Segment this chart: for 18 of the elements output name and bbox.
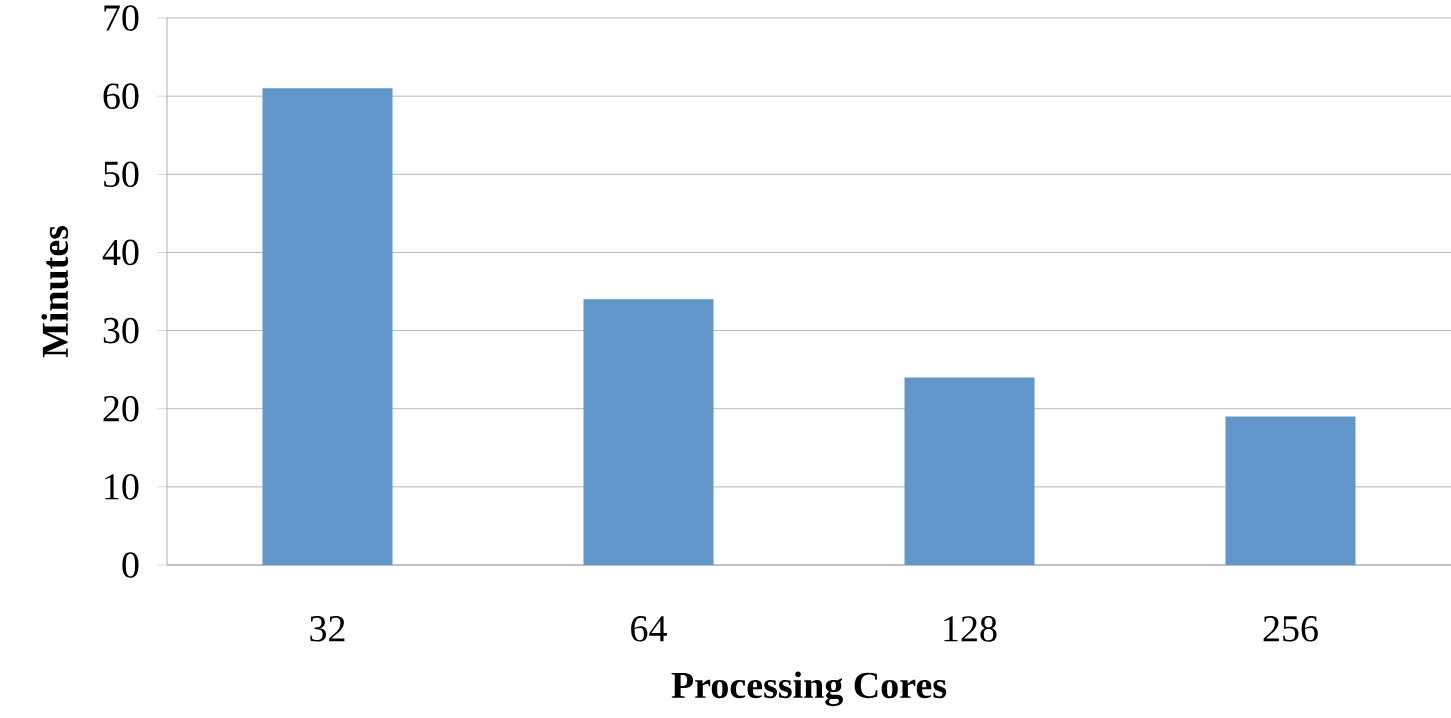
x-tick-label: 64 (631, 616, 667, 642)
y-tick-label: 40 (102, 239, 139, 266)
y-tick-label: 20 (103, 395, 139, 422)
y-tick-label: 70 (104, 5, 139, 31)
bar (583, 299, 714, 565)
bar (904, 377, 1035, 565)
y-tick-label: 10 (105, 474, 139, 500)
y-axis-title: Minutes (41, 225, 69, 358)
bar (262, 88, 393, 565)
x-tick-label: 32 (310, 616, 345, 642)
y-tick-label: 30 (103, 317, 139, 344)
y-tick-label: 60 (103, 83, 139, 109)
y-tick-label: 0 (122, 552, 139, 578)
x-axis-title: Processing Cores (671, 671, 947, 707)
bar (1225, 416, 1356, 565)
y-tick-label: 50 (104, 161, 139, 188)
x-tick-label: 256 (1263, 616, 1318, 642)
x-tick-label: 128 (944, 616, 997, 642)
